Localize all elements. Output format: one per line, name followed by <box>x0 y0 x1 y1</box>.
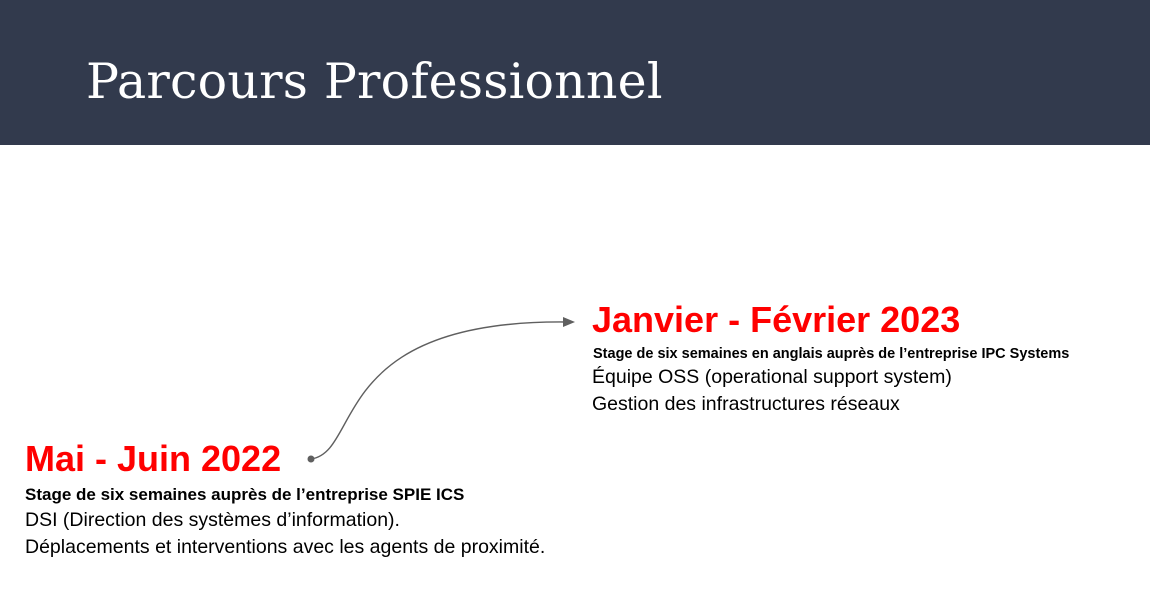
page-title: Parcours Professionnel <box>86 53 663 110</box>
entry-2022-date: Mai - Juin 2022 <box>25 438 282 479</box>
entry-2022-headline: Stage de six semaines auprès de l’entrep… <box>25 485 465 504</box>
connector-arrowhead <box>563 317 575 327</box>
entry-2023-detail-1: Équipe OSS (operational support system) <box>592 366 952 388</box>
connector-curve <box>310 321 566 460</box>
entry-2023-date: Janvier - Février 2023 <box>592 299 961 340</box>
connector-start-dot <box>307 455 315 463</box>
entry-2023-detail-2: Gestion des infrastructures réseaux <box>592 393 900 415</box>
entry-2023-headline: Stage de six semaines en anglais auprès … <box>593 346 1070 362</box>
entry-2022-detail-1: DSI (Direction des systèmes d’informatio… <box>25 509 400 531</box>
entry-2022-detail-2: Déplacements et interventions avec les a… <box>25 536 546 558</box>
title-bar: Parcours Professionnel <box>0 0 1150 145</box>
